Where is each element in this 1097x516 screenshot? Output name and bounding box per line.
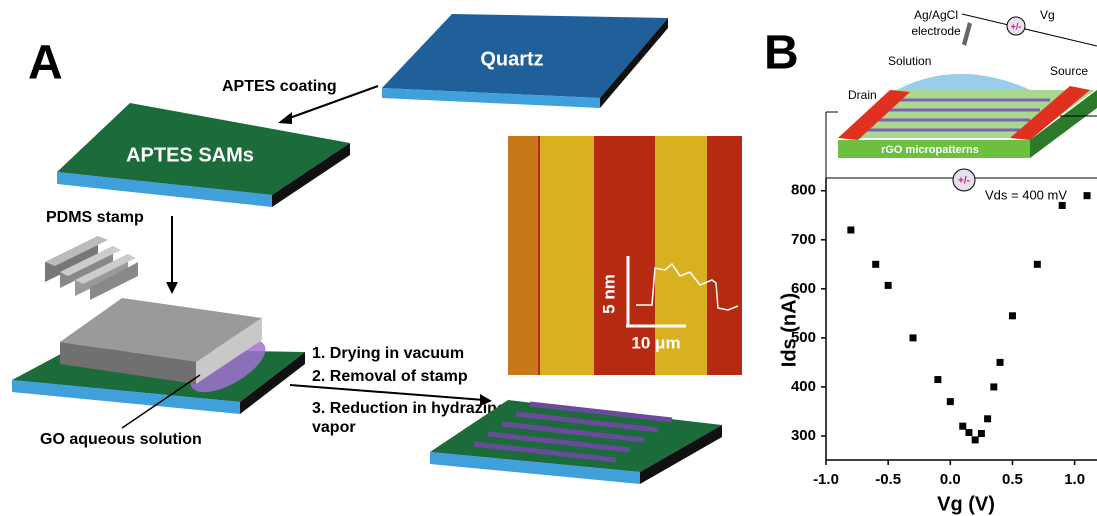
source-label: +/- <box>1011 21 1022 31</box>
point <box>1009 312 1016 319</box>
y-tick-label: 800 <box>791 182 816 199</box>
point <box>984 415 991 422</box>
source-label: +/- <box>958 176 970 187</box>
electrode-label: Ag/AgCl <box>914 8 958 22</box>
solution-label: GO aqueous solution <box>40 431 202 448</box>
point <box>997 359 1004 366</box>
point <box>965 429 972 436</box>
y-axis-label: Ids (nA) <box>778 293 800 367</box>
arrow-head <box>278 112 292 124</box>
point <box>972 436 979 443</box>
x-axis-label: Vg (V) <box>937 493 995 515</box>
point <box>1059 202 1066 209</box>
source-terminal-label: Source <box>1050 64 1088 78</box>
point <box>959 423 966 430</box>
gate-label: Vg <box>1040 8 1055 22</box>
patterns-label: rGO micropatterns <box>881 144 979 156</box>
stamp-label: PDMS stamp <box>46 209 144 226</box>
x-tick-label: -1.0 <box>813 471 839 488</box>
plate-label: Quartz <box>480 48 543 70</box>
wire <box>962 14 1097 46</box>
point <box>872 261 879 268</box>
y-tick-label: 400 <box>791 378 816 395</box>
step-label: 2. Removal of stamp <box>312 368 468 385</box>
point <box>1034 261 1041 268</box>
annotation: Vds = 400 mV <box>985 187 1067 202</box>
x-tick-label: 0.5 <box>1002 471 1023 488</box>
afm-height: 5 nm <box>599 274 618 314</box>
point <box>885 282 892 289</box>
y-tick-label: 300 <box>791 427 816 444</box>
arrow <box>290 385 484 400</box>
step-label: APTES coating <box>222 78 337 95</box>
point <box>990 383 997 390</box>
point <box>934 376 941 383</box>
point <box>1084 192 1091 199</box>
figure: A Quartz APTES coating APTES SAMs PDMS s… <box>0 0 1097 516</box>
panel-label: A <box>28 37 63 90</box>
point <box>978 430 985 437</box>
step-label: vapor <box>312 419 356 436</box>
point <box>847 226 854 233</box>
pdms-stamp-icon <box>45 236 138 300</box>
x-tick-label: 1.0 <box>1064 471 1085 488</box>
panel-label: B <box>764 27 799 80</box>
y-tick-label: 700 <box>791 231 816 248</box>
arrow-head <box>166 282 178 294</box>
point <box>910 334 917 341</box>
device-illustration <box>838 22 1097 158</box>
plate-label: APTES SAMs <box>126 144 254 166</box>
electrode-label: electrode <box>911 24 961 38</box>
x-tick-label: -0.5 <box>875 471 901 488</box>
step-label: 1. Drying in vacuum <box>312 345 464 362</box>
drain-label: Drain <box>848 88 877 102</box>
afm-scale: 10 μm <box>631 333 680 352</box>
x-tick-label: 0.0 <box>940 471 961 488</box>
afm-image <box>508 136 742 375</box>
solution-label: Solution <box>888 54 931 68</box>
point <box>947 398 954 405</box>
step-label: 3. Reduction in hydrazine <box>312 400 506 417</box>
